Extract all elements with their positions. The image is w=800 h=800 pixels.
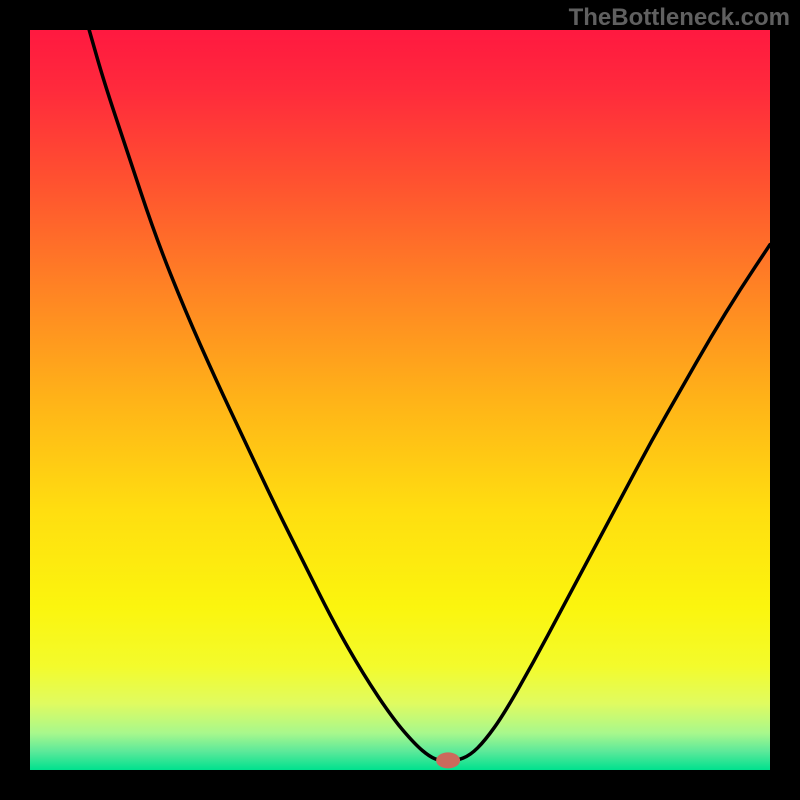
optimum-marker [436, 752, 460, 768]
watermark-text: TheBottleneck.com [569, 4, 790, 32]
plot-svg [30, 30, 770, 770]
plot-area [30, 30, 770, 770]
chart-container: TheBottleneck.com [0, 0, 800, 800]
gradient-background [30, 30, 770, 770]
